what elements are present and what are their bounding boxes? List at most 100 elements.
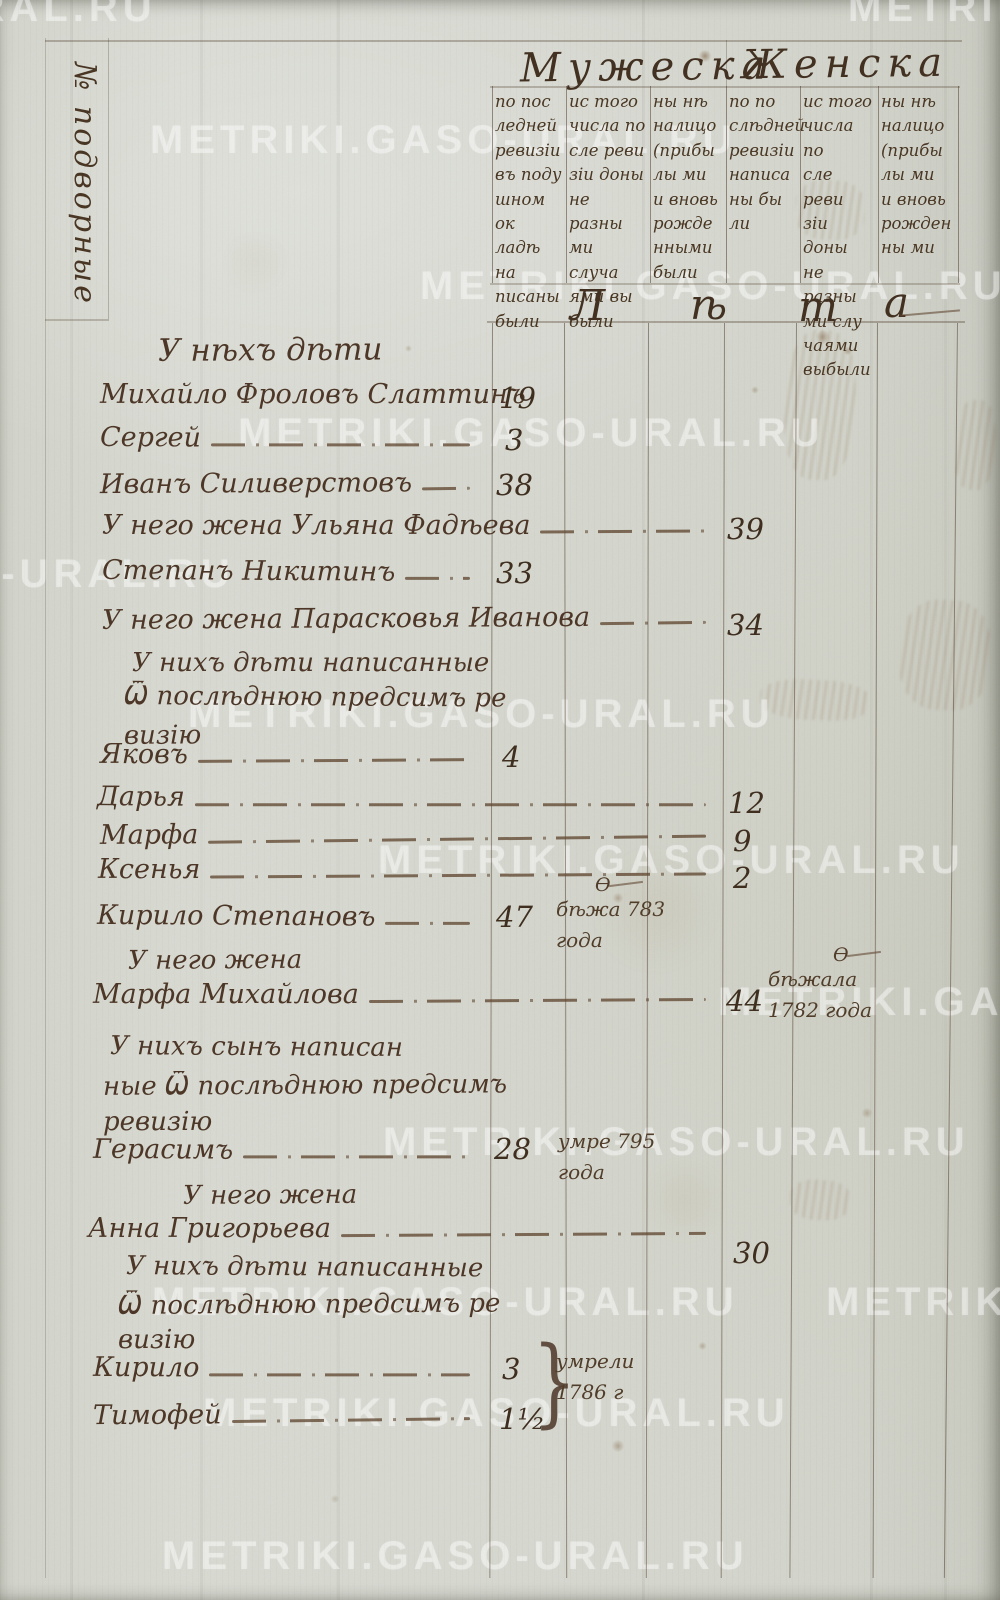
female-col-last-revision: по по слѣдней ревизіи написа ны бы ли bbox=[729, 92, 806, 234]
male-col-now-present: ны нѣ налицо (прибы лы ми и вновь рожде … bbox=[653, 92, 718, 282]
dash-leader bbox=[540, 529, 707, 534]
entry-text: ные Ѿ послѣднюю предсимъ bbox=[102, 1069, 508, 1102]
dash-leader bbox=[243, 1155, 470, 1159]
dash-leader bbox=[197, 758, 471, 764]
age-value: 3 bbox=[505, 423, 524, 457]
dash-leader bbox=[194, 803, 706, 807]
entry-text: У нихъ дѣти написанные bbox=[132, 648, 490, 678]
entry-text: У него жена Парасковья Иванова bbox=[101, 601, 591, 636]
entry-row: Ксенья bbox=[98, 855, 714, 885]
entry-text: Ѿ послѣднюю предсимъ ре bbox=[123, 681, 507, 714]
entry-row: Яковъ bbox=[100, 740, 478, 770]
entry-text: Дарья bbox=[96, 781, 186, 813]
dash-leader bbox=[385, 922, 470, 926]
entry-text: У него жена Ульяна Фадѣева bbox=[102, 510, 531, 541]
entry-text: У него жена bbox=[182, 1179, 358, 1211]
entry-text: У нихъ дѣти написанные bbox=[125, 1251, 484, 1284]
dash-leader bbox=[209, 1373, 470, 1377]
age-value: 28 bbox=[494, 1132, 531, 1166]
entry-row: Михайло Фроловъ Слаттинъ bbox=[100, 380, 720, 410]
dash-leader bbox=[368, 998, 707, 1004]
age-band-letter-ye: ѣ bbox=[690, 280, 728, 329]
entry-row: Дарья bbox=[96, 781, 714, 815]
entry-row: У нѣхъ дѣти bbox=[157, 330, 778, 369]
age-value: 47 bbox=[496, 900, 533, 934]
entry-row: ные Ѿ послѣднюю предсимъ bbox=[103, 1069, 723, 1101]
entry-row: Герасимъ bbox=[92, 1133, 478, 1167]
dash-leader bbox=[405, 577, 470, 581]
entry-row: У нихъ сынъ написан bbox=[109, 1031, 730, 1064]
entry-text: У нихъ сынъ написан bbox=[109, 1031, 404, 1063]
margin-note: бѣжала 1782 года bbox=[768, 967, 873, 1022]
entry-text: Кирило bbox=[92, 1351, 200, 1384]
entry-text: Марфа bbox=[99, 819, 199, 851]
entry-text: У нѣхъ дѣти bbox=[157, 331, 383, 369]
entry-row: Степанъ Никитинъ bbox=[101, 554, 478, 588]
abbreviation-flourish: Ѳ bbox=[595, 874, 611, 896]
entry-row: Сергей bbox=[99, 421, 478, 455]
age-value: 33 bbox=[496, 556, 533, 590]
female-col-departed: ис того числа по сле реви зіи доны не ра… bbox=[803, 92, 872, 380]
age-value: 44 bbox=[726, 984, 763, 1018]
entry-row: У него жена Парасковья Иванова bbox=[101, 601, 714, 636]
age-value: 19 bbox=[499, 381, 536, 415]
entry-row: У него жена bbox=[127, 943, 748, 976]
entry-row: У нихъ дѣти написанные bbox=[125, 1251, 746, 1284]
entry-text: Сергей bbox=[99, 421, 202, 454]
group-death-note: умрели 1786 г bbox=[556, 1349, 635, 1404]
abbreviation-flourish: Ѳ bbox=[833, 944, 849, 966]
female-col-now-present: ны нѣ налицо (прибы лы ми и вновь рожден… bbox=[881, 92, 952, 258]
entry-text: визію bbox=[118, 1325, 196, 1355]
entry-row: визію bbox=[118, 1326, 738, 1355]
entry-row: У нихъ дѣти написанные bbox=[132, 649, 752, 678]
entry-text: Марфа Михайлова bbox=[93, 979, 359, 1010]
age-value: 3 bbox=[502, 1352, 521, 1386]
entry-row: Кирило Степановъ bbox=[96, 899, 478, 933]
entry-text: Яковъ bbox=[100, 739, 188, 770]
age-value: 34 bbox=[727, 608, 764, 642]
age-band-letter-l: Л bbox=[570, 281, 606, 330]
entry-text: Герасимъ bbox=[92, 1133, 234, 1166]
dash-leader bbox=[422, 487, 471, 491]
entry-row: Марфа bbox=[99, 817, 714, 851]
dash-leader bbox=[340, 1232, 707, 1238]
entry-text: Михайло Фроловъ Слаттинъ bbox=[100, 379, 526, 410]
age-value: 4 bbox=[502, 740, 521, 774]
age-value: 2 bbox=[733, 861, 752, 895]
entry-row: Тимофей bbox=[93, 1399, 478, 1431]
entry-text: ревизію bbox=[103, 1107, 213, 1137]
entry-text: Ѿ послѣднюю предсимъ ре bbox=[117, 1288, 501, 1321]
female-section-title: Женска bbox=[741, 39, 950, 89]
age-value: 12 bbox=[728, 786, 765, 820]
entry-row: У него жена bbox=[182, 1178, 803, 1211]
age-value: 39 bbox=[727, 512, 764, 546]
male-section-title: Мужеска bbox=[519, 42, 773, 92]
entry-row: Ѿ послѣднюю предсимъ ре bbox=[123, 681, 744, 714]
dash-leader bbox=[210, 443, 470, 447]
age-band-letter-a: а bbox=[884, 278, 910, 327]
entry-text: У него жена bbox=[127, 944, 303, 976]
entry-text: Степанъ Никитинъ bbox=[101, 554, 396, 588]
entry-text: Кирило Степановъ bbox=[96, 899, 376, 933]
entry-row: Кирило bbox=[92, 1351, 478, 1385]
entry-text: Тимофей bbox=[92, 1399, 222, 1432]
entry-row: Ѿ послѣднюю предсимъ ре bbox=[117, 1288, 738, 1321]
age-value: 9 bbox=[733, 824, 752, 858]
entry-row: У него жена Ульяна Фадѣева bbox=[102, 511, 714, 541]
entry-text: Иванъ Силиверстовъ bbox=[99, 467, 413, 501]
dash-leader bbox=[600, 621, 707, 626]
male-col-last-revision: по пос ледней ревизіи въ поду шном ок ла… bbox=[495, 92, 562, 331]
entry-text: Анна Григорьева bbox=[88, 1213, 331, 1244]
dash-leader bbox=[231, 1417, 471, 1424]
entry-text: Ксенья bbox=[98, 854, 201, 885]
dash-leader bbox=[210, 872, 707, 879]
dash-leader bbox=[208, 834, 707, 845]
age-band-letter-t: т bbox=[798, 282, 838, 331]
entry-row: Анна Григорьева bbox=[88, 1214, 714, 1244]
entry-row: Марфа Михайлова bbox=[93, 980, 714, 1010]
entry-row: Иванъ Силиверстовъ bbox=[99, 467, 478, 501]
sidebar-household-number-label: № подворные bbox=[67, 62, 102, 306]
age-value: 38 bbox=[496, 468, 533, 502]
